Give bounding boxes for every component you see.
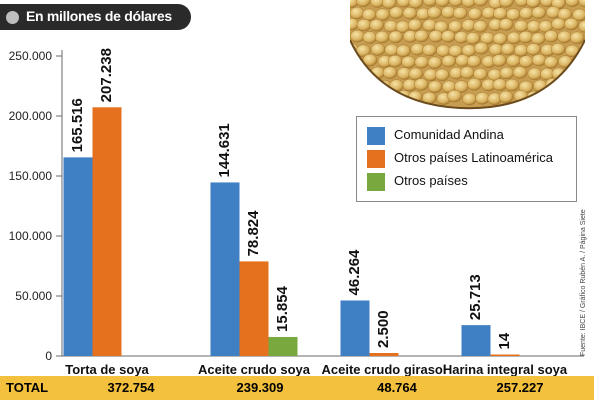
chart-legend: Comunidad Andina Otros países Latinoamér… xyxy=(356,116,577,202)
y-tick-label: 150.000 xyxy=(9,169,53,183)
category-label: Torta de soya xyxy=(65,362,149,377)
bar-value-label: 144.631 xyxy=(216,123,233,177)
soybean xyxy=(407,18,423,32)
soybean xyxy=(396,44,411,58)
soybean xyxy=(473,67,488,81)
y-tick-label: 100.000 xyxy=(9,229,53,243)
soybean xyxy=(467,78,482,91)
bar-3-0 xyxy=(461,325,491,356)
soybean xyxy=(504,78,520,92)
soybean xyxy=(584,30,585,44)
soybean xyxy=(434,68,450,82)
soybean xyxy=(382,0,397,9)
soybean xyxy=(414,29,429,43)
soybean xyxy=(499,0,514,8)
total-torta-de-soya: 372.754 xyxy=(107,380,155,395)
source-note: Fuente: IBCE / Gráfico Rubén A. / Página… xyxy=(580,209,587,356)
bar-0-1 xyxy=(92,107,122,357)
legend-label: Otros países xyxy=(394,173,468,188)
total-aceite-crudo-girasol: 48.764 xyxy=(377,380,417,395)
soybean xyxy=(473,20,488,33)
bar-2-1 xyxy=(369,353,399,356)
chart-subtitle: En millones de dólares xyxy=(26,8,172,24)
bar-value-label: 25.713 xyxy=(467,274,484,320)
bar-2-0 xyxy=(340,300,370,356)
bar-value-label: 165.516 xyxy=(69,98,86,152)
soybean xyxy=(498,90,514,104)
soybean xyxy=(572,8,585,22)
bar-value-label: 46.264 xyxy=(346,249,363,296)
soybean xyxy=(531,6,546,19)
totals-label: TOTAL xyxy=(6,380,49,395)
legend-swatch xyxy=(367,127,385,145)
soybean xyxy=(543,56,559,69)
soybean xyxy=(447,89,462,103)
soybean xyxy=(414,78,429,91)
bar-1-0 xyxy=(210,182,240,356)
y-tick-label: 0 xyxy=(45,349,52,363)
bullet-icon xyxy=(6,11,19,24)
y-tick-label: 200.000 xyxy=(9,109,53,123)
bar-3-1 xyxy=(490,354,520,356)
category-label: Aceite crudo girasol xyxy=(322,362,447,377)
soybean xyxy=(498,18,514,31)
category-label: Aceite crudo soya xyxy=(198,362,311,377)
legend-swatch xyxy=(367,150,385,168)
soybean xyxy=(578,20,585,33)
bar-1-1 xyxy=(239,261,269,356)
soybean xyxy=(452,7,468,20)
soybean xyxy=(369,18,384,32)
legend-label: Otros países Latinoamérica xyxy=(394,150,553,165)
soybean xyxy=(362,53,378,67)
bar-value-label: 2.500 xyxy=(375,310,392,348)
soybeans-photo xyxy=(350,0,585,110)
soybean xyxy=(557,8,573,21)
bar-1-2 xyxy=(268,336,298,356)
soybean xyxy=(564,17,579,31)
totals-row xyxy=(0,376,594,400)
soybean xyxy=(388,30,403,44)
soybean xyxy=(492,54,507,67)
bar-value-label: 14 xyxy=(496,332,513,349)
soybean xyxy=(408,67,423,81)
bar-value-label: 78.824 xyxy=(245,210,262,257)
soybean xyxy=(382,66,398,79)
category-label: Harina integral soya xyxy=(443,362,568,377)
soybean xyxy=(466,55,482,68)
bar-0-0 xyxy=(63,157,93,356)
soybean xyxy=(512,66,528,79)
soybean xyxy=(578,0,585,8)
soybean xyxy=(408,0,424,9)
soybean xyxy=(550,42,566,56)
soybean xyxy=(569,31,585,45)
soybean xyxy=(474,42,489,55)
bar-value-label: 15.854 xyxy=(274,285,291,332)
bar-value-label: 207.238 xyxy=(98,48,115,102)
legend-label: Comunidad Andina xyxy=(394,127,504,142)
y-tick-label: 50.000 xyxy=(15,289,52,303)
legend-swatch xyxy=(367,173,385,191)
total-aceite-crudo-soya: 239.309 xyxy=(236,380,284,395)
soybean xyxy=(473,0,488,7)
y-tick-label: 250.000 xyxy=(9,49,53,63)
total-harina-integral-soya: 257.227 xyxy=(496,380,544,395)
soybean xyxy=(465,32,481,45)
chart-subtitle-banner: En millones de dólares xyxy=(0,4,191,30)
